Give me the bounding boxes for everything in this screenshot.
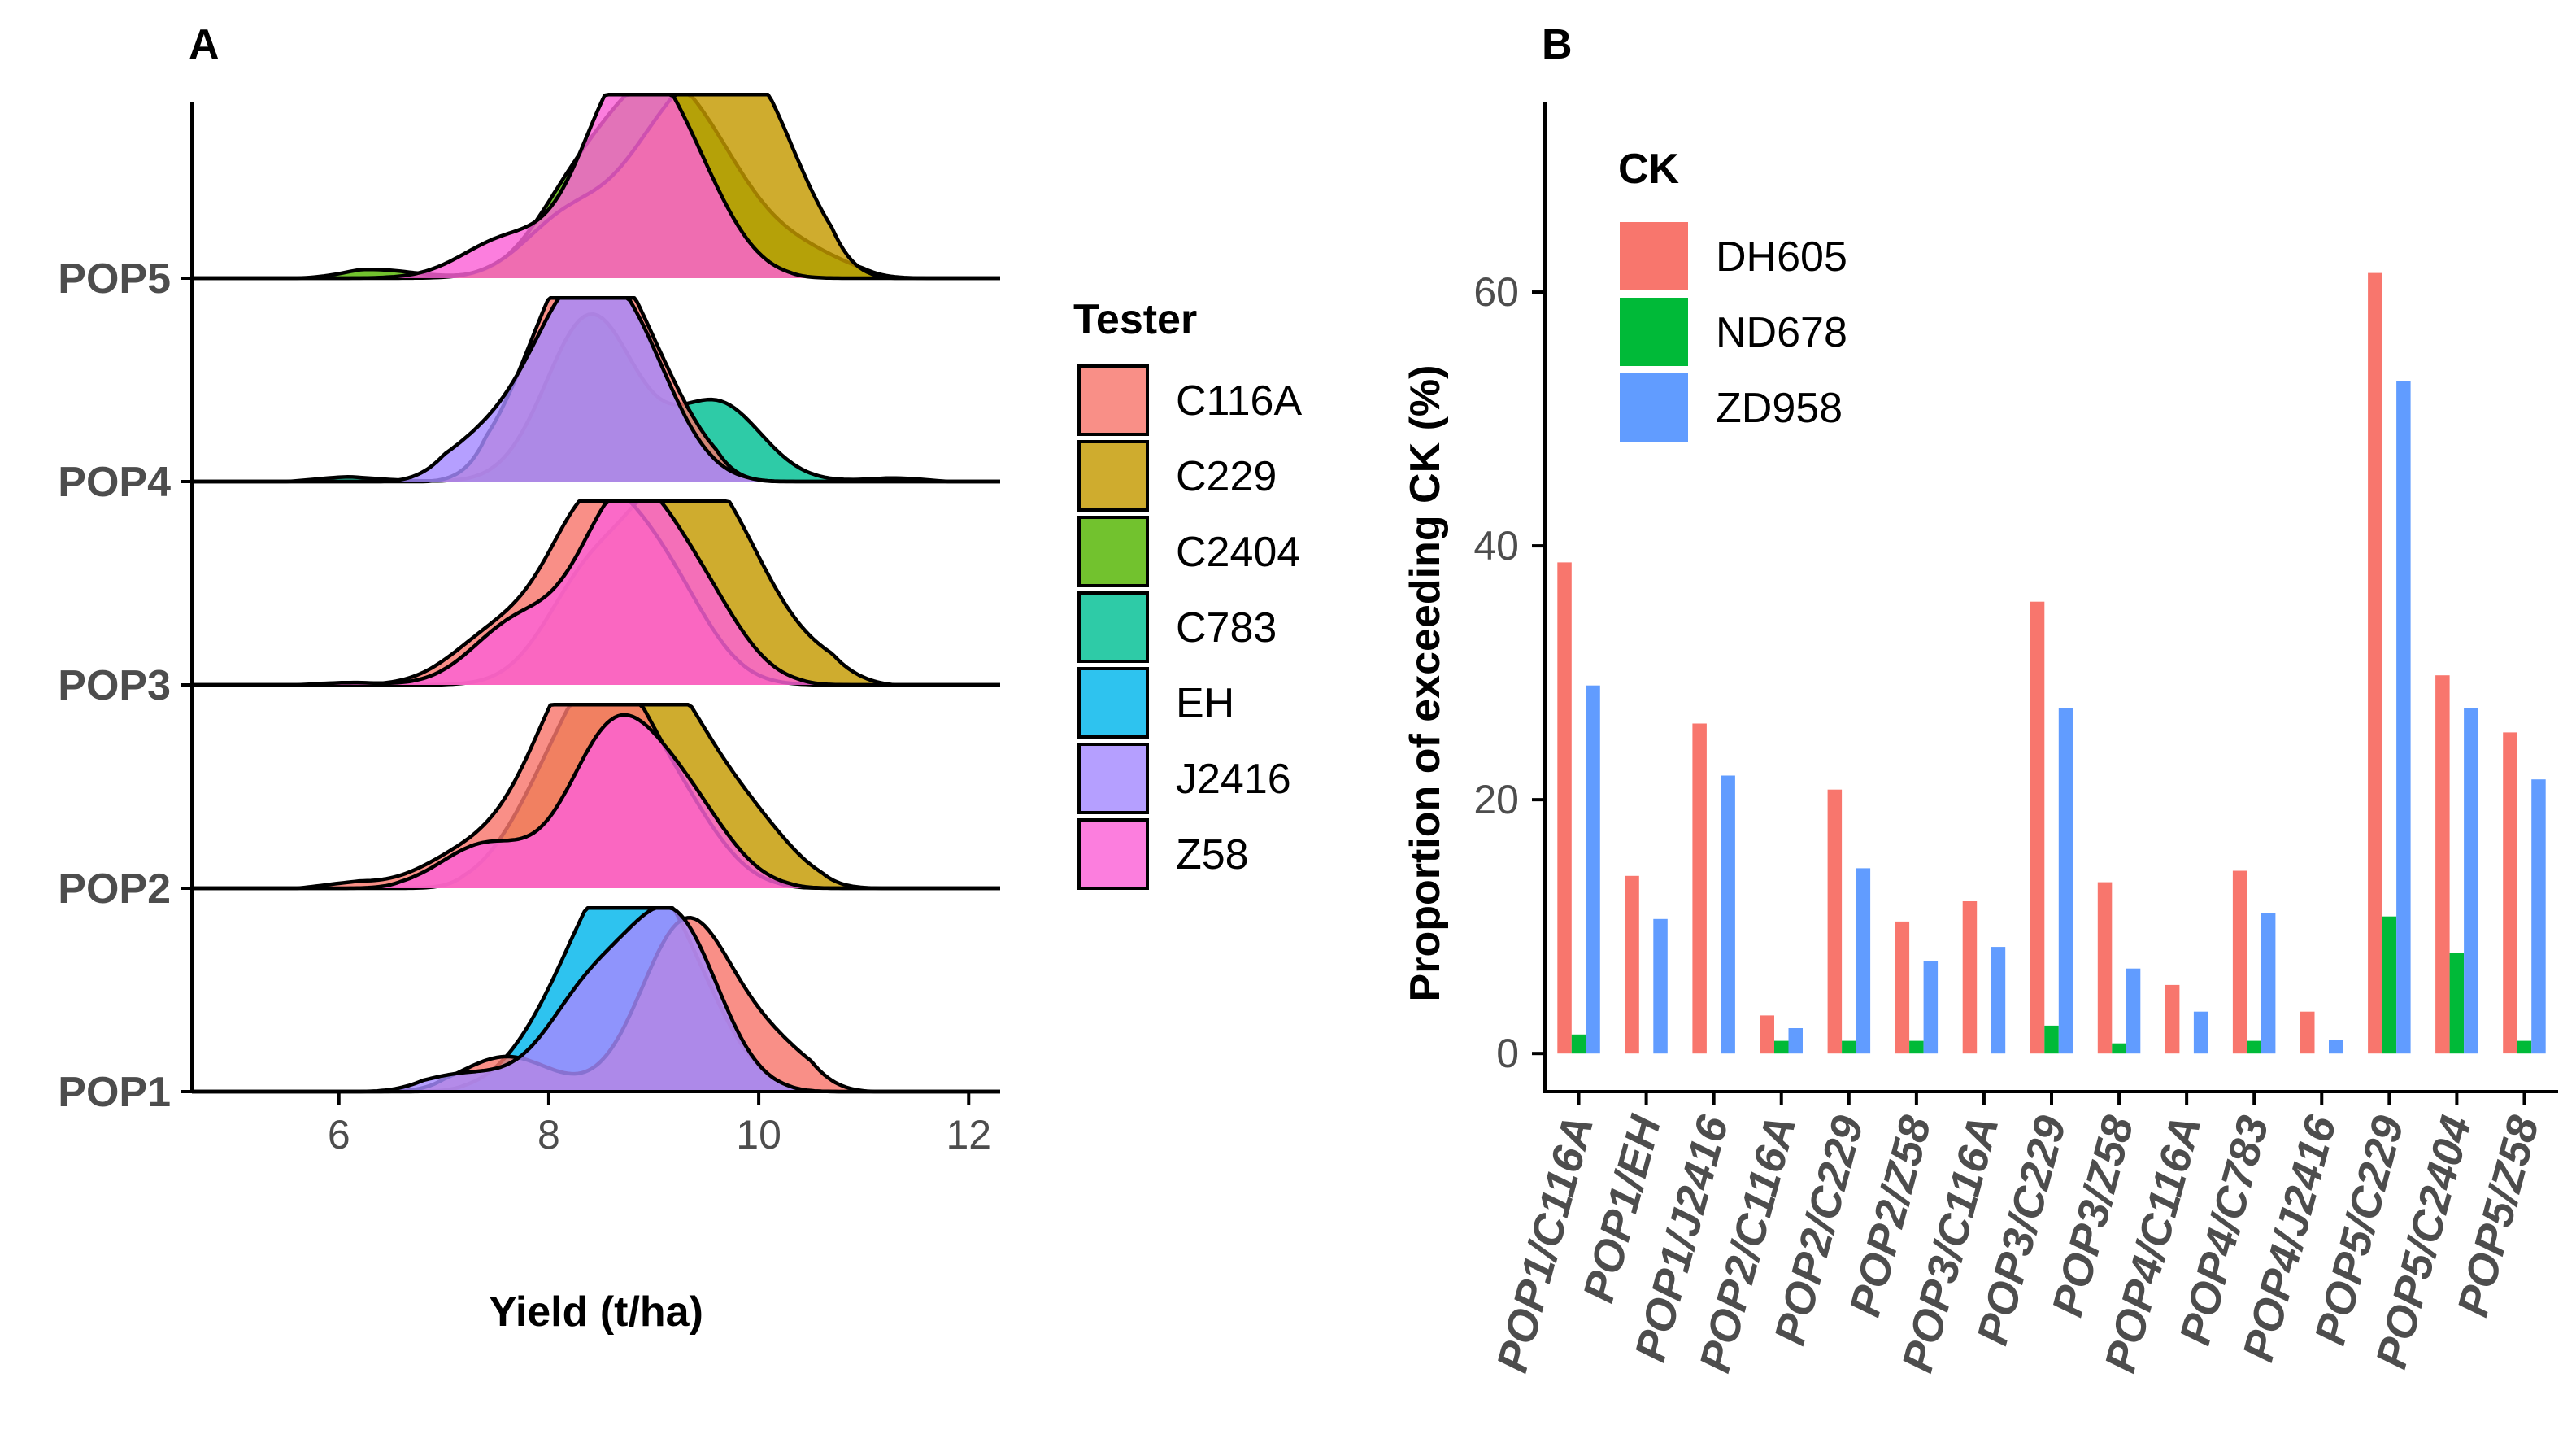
ridge-label-pop3: POP3	[58, 662, 171, 709]
bar-zd958-pop1-c116a	[1586, 685, 1600, 1054]
bar-dh605-pop4-c116a	[2165, 984, 2180, 1054]
panel-b-y-title: Proportion of exceeding CK (%)	[1402, 365, 1449, 1002]
density-pop1-j2416	[192, 906, 1000, 1094]
bar-dh605-pop5-c2404	[2435, 675, 2450, 1054]
bar-dh605-pop2-c229	[1827, 789, 1843, 1054]
tester-legend-key-z58	[1077, 818, 1149, 890]
ck-legend-key-zd958	[1620, 373, 1688, 442]
ridge-label-pop5: POP5	[58, 255, 171, 303]
density-pop2-z58	[192, 713, 1000, 891]
density-pop3-z58	[192, 499, 1000, 687]
tester-legend-label-c2404: C2404	[1176, 529, 1300, 576]
density-pop4-j2416	[192, 296, 1000, 484]
density-pop5-z58	[192, 93, 1000, 281]
ridge-xtick-label-8: 8	[537, 1112, 560, 1157]
ridge-xtick-label-10: 10	[736, 1112, 781, 1157]
bar-dh605-pop1-j2416	[1692, 723, 1707, 1054]
bar-ytick-label-60: 60	[1473, 269, 1519, 315]
bar-nd678-pop3-c229	[2044, 1025, 2059, 1054]
tester-legend-label-z58: Z58	[1176, 831, 1249, 878]
tester-legend-label-j2416: J2416	[1176, 756, 1291, 803]
ck-legend: DH605 ND678 ZD958	[1620, 222, 1847, 442]
bar-dh605-pop5-c229	[2368, 272, 2382, 1054]
bar-xtick-label-pop1-c116a: POP1/C116A	[1488, 1111, 1603, 1378]
bar-dh605-pop1-c116a	[1557, 562, 1572, 1054]
tester-legend-key-c783	[1077, 591, 1149, 663]
tester-legend-key-c229	[1077, 440, 1149, 512]
ck-legend-title: CK	[1618, 146, 1680, 193]
tester-legend-label-c783: C783	[1176, 604, 1277, 652]
tester-legend: C116A C229 C2404 C783 EH J2416 Z58	[1077, 364, 1302, 890]
ck-legend-label-zd958: ZD958	[1716, 385, 1843, 432]
ck-legend-label-dh605: DH605	[1716, 233, 1847, 281]
bar-zd958-pop2-c116a	[1788, 1028, 1803, 1054]
bar-ytick-label-40: 40	[1473, 523, 1519, 569]
bar-zd958-pop2-z58	[1923, 961, 1939, 1054]
bar-zd958-pop4-c783	[2261, 913, 2276, 1054]
bar-zd958-pop3-c229	[2058, 708, 2073, 1054]
ridge-label-pop1: POP1	[58, 1069, 171, 1116]
bar-zd958-pop5-z58	[2531, 779, 2546, 1054]
bar-zd958-pop4-j2416	[2329, 1040, 2343, 1054]
bar-dh605-pop4-c783	[2232, 870, 2247, 1054]
ridge-x-ticks: 6 8 10 12	[328, 1092, 991, 1157]
tester-legend-label-eh: EH	[1176, 680, 1234, 727]
bar-ytick-label-0: 0	[1496, 1031, 1519, 1076]
ridge-label-pop4: POP4	[58, 459, 171, 506]
bar-nd678-pop2-c116a	[1774, 1040, 1789, 1054]
bar-nd678-pop5-c229	[2382, 916, 2397, 1054]
ridge-label-pop2: POP2	[58, 865, 171, 913]
bar-nd678-pop5-c2404	[2449, 953, 2465, 1054]
ridge-xtick-label-12: 12	[946, 1112, 991, 1157]
tester-legend-title: Tester	[1073, 296, 1197, 343]
bar-zd958-pop1-j2416	[1721, 775, 1735, 1054]
bar-zd958-pop2-c229	[1856, 868, 1871, 1054]
panel-a-letter: A	[189, 21, 220, 68]
bar-nd678-pop2-z58	[1909, 1040, 1924, 1054]
tester-legend-key-j2416	[1077, 743, 1149, 814]
bar-dh605-pop1-eh	[1625, 875, 1639, 1054]
ck-legend-label-nd678: ND678	[1716, 309, 1847, 356]
bar-dh605-pop2-z58	[1895, 921, 1910, 1054]
ck-legend-key-dh605	[1620, 222, 1688, 290]
tester-legend-key-eh	[1077, 667, 1149, 739]
tester-legend-key-c116a	[1077, 364, 1149, 436]
ck-legend-key-nd678	[1620, 298, 1688, 366]
bar-y-ticks: 0 20 40 60	[1473, 269, 1545, 1076]
panel-b-letter: B	[1542, 21, 1573, 68]
bar-zd958-pop3-c116a	[1991, 947, 2006, 1054]
ridgeline-plot	[192, 93, 1000, 1094]
ridge-xtick-label-6: 6	[328, 1112, 350, 1157]
bar-zd958-pop5-c229	[2396, 381, 2411, 1054]
tester-legend-label-c116a: C116A	[1176, 377, 1302, 425]
bar-dh605-pop3-z58	[2097, 882, 2113, 1054]
bar-zd958-pop4-c116a	[2193, 1011, 2208, 1054]
bar-zd958-pop5-c2404	[2464, 708, 2478, 1054]
bar-x-ticks: POP1/C116APOP1/EHPOP1/J2416POP2/C116APOP…	[1488, 1092, 2548, 1378]
bar-dh605-pop3-c229	[2030, 601, 2045, 1054]
panel-a-x-title: Yield (t/ha)	[489, 1288, 703, 1336]
bar-dh605-pop4-j2416	[2300, 1011, 2315, 1054]
tester-legend-label-c229: C229	[1176, 453, 1277, 500]
bar-zd958-pop3-z58	[2126, 968, 2141, 1054]
bar-ytick-label-20: 20	[1473, 777, 1519, 822]
bar-zd958-pop1-eh	[1653, 918, 1668, 1054]
bar-nd678-pop2-c229	[1842, 1040, 1856, 1054]
bar-dh605-pop3-c116a	[1962, 901, 1978, 1054]
bar-dh605-pop2-c116a	[1760, 1015, 1774, 1054]
tester-legend-key-c2404	[1077, 516, 1149, 587]
bar-plot	[1557, 272, 2546, 1054]
bar-nd678-pop5-z58	[2517, 1040, 2532, 1054]
bar-nd678-pop4-c783	[2247, 1040, 2261, 1054]
bar-nd678-pop3-z58	[2112, 1043, 2126, 1054]
bar-dh605-pop5-z58	[2503, 732, 2517, 1054]
bar-nd678-pop1-c116a	[1571, 1034, 1586, 1054]
ridge-y-ticks: POP1 POP2 POP3 POP4 POP5	[58, 255, 192, 1116]
